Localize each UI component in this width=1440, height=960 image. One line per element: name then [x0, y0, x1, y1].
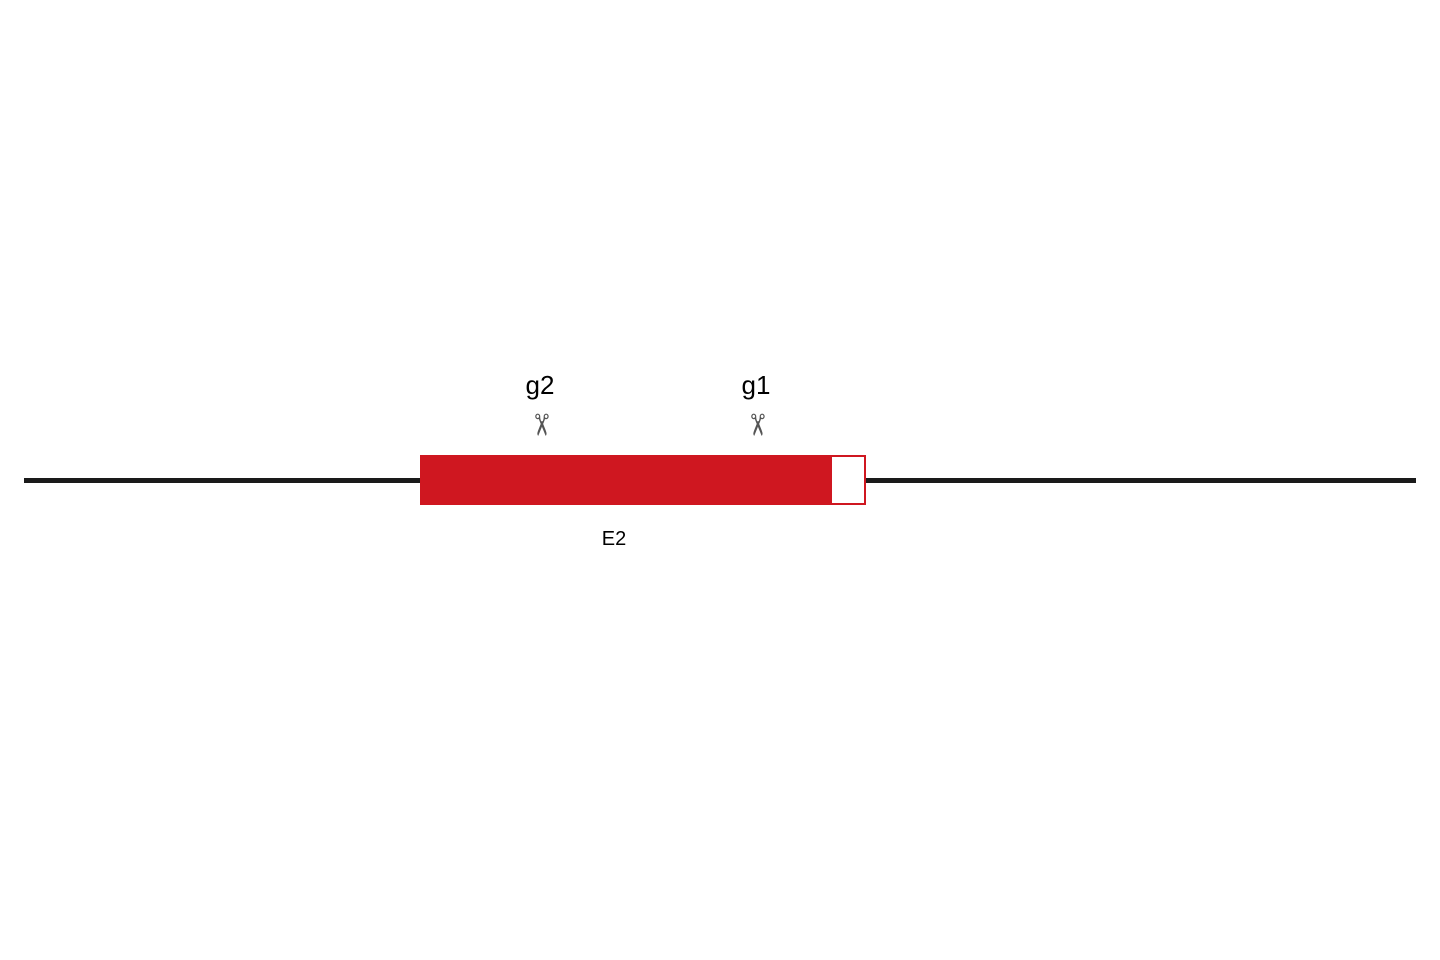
cut-site-label-g1: g1 — [742, 370, 771, 401]
cut-site-label-g2: g2 — [526, 370, 555, 401]
genome-line-right — [866, 478, 1416, 483]
exon-label: E2 — [602, 528, 626, 551]
genome-line-left — [24, 478, 420, 483]
scissors-icon: ✂ — [741, 412, 771, 437]
scissors-icon: ✂ — [525, 412, 555, 437]
gene-diagram: E2 g2 ✂ g1 ✂ — [0, 0, 1440, 960]
exon-box-filled — [420, 455, 832, 505]
